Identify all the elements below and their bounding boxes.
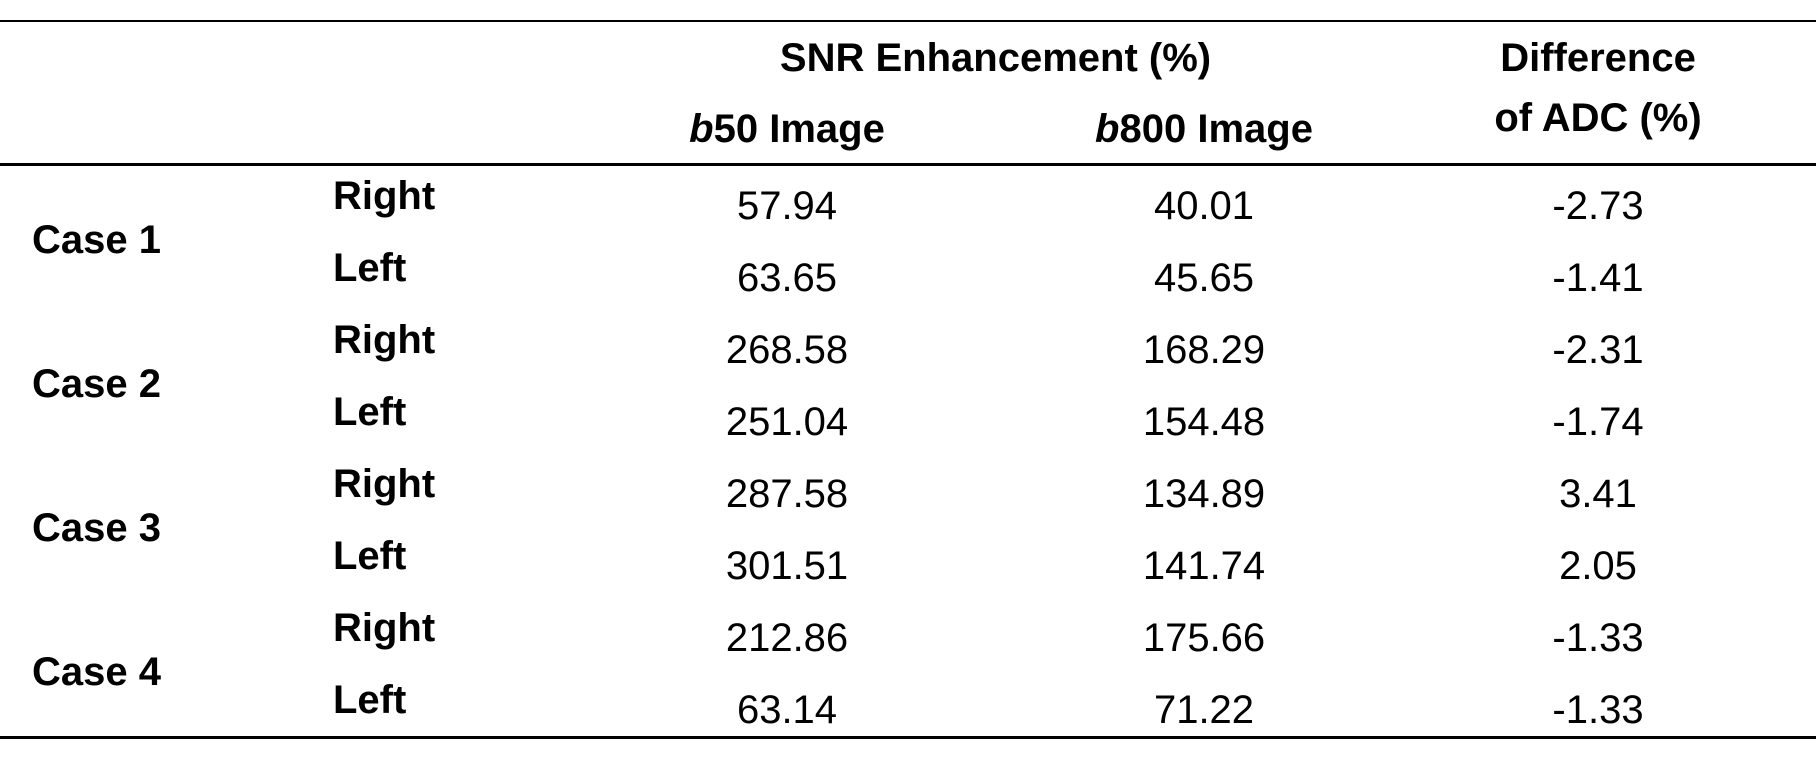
value-cell: 63.65 [736,256,838,300]
value-cell: 175.66 [1142,616,1266,660]
value-cell: -1.33 [1552,616,1644,660]
value-cell: 57.94 [736,184,838,228]
value-cell: 287.58 [725,472,849,516]
value-cell: 141.74 [1142,544,1266,588]
value-cell: -1.41 [1552,256,1644,300]
side-label: Right [333,318,436,362]
side-label: Left [333,246,407,290]
value-cell: 45.65 [1153,256,1255,300]
value-cell: 168.29 [1142,328,1266,372]
side-label: Left [333,678,407,722]
side-label: Right [333,174,436,218]
side-label: Right [333,606,436,650]
value-cell: 212.86 [725,616,849,660]
bottom-rule [0,736,1816,739]
case-label: Case 1 [32,218,161,262]
top-rule [0,20,1816,22]
value-cell: -2.73 [1552,184,1644,228]
value-cell: 63.14 [736,688,838,732]
value-cell: 134.89 [1142,472,1266,516]
side-label: Left [333,390,407,434]
value-cell: 3.41 [1559,472,1637,516]
header-rule [0,163,1816,166]
case-label: Case 3 [32,506,161,550]
column-header: Difference [1500,36,1696,80]
group-header: SNR Enhancement (%) [779,36,1212,80]
column-header: b800 Image [1095,107,1313,151]
case-label: Case 4 [32,650,161,694]
value-cell: 251.04 [725,400,849,444]
value-cell: 268.58 [725,328,849,372]
value-cell: -1.33 [1552,688,1644,732]
column-header: of ADC (%) [1494,96,1702,140]
value-cell: 71.22 [1153,688,1255,732]
value-cell: 154.48 [1142,400,1266,444]
side-label: Right [333,462,436,506]
value-cell: -2.31 [1552,328,1644,372]
value-cell: 301.51 [725,544,849,588]
value-cell: -1.74 [1552,400,1644,444]
value-cell: 40.01 [1153,184,1255,228]
side-label: Left [333,534,407,578]
case-label: Case 2 [32,362,161,406]
value-cell: 2.05 [1559,544,1637,588]
column-header: b50 Image [689,107,885,151]
